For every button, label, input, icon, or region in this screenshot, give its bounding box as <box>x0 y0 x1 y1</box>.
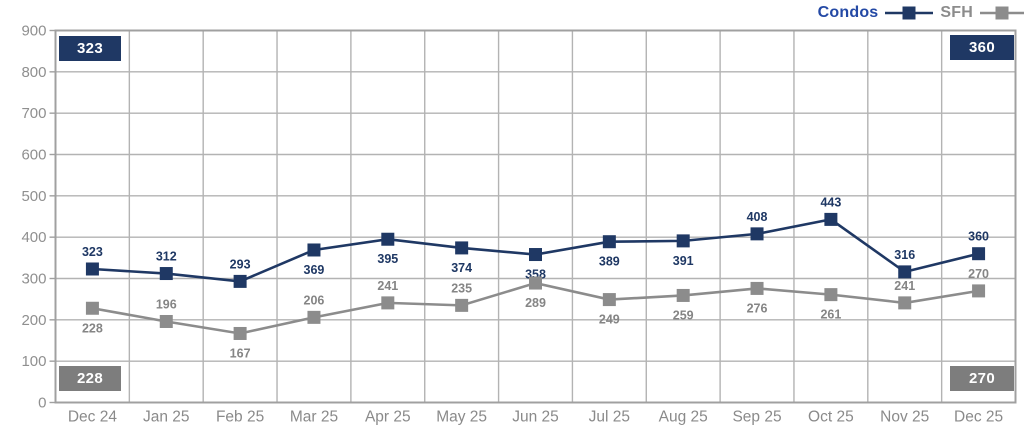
sfh-point <box>824 288 838 302</box>
condos-point <box>381 232 395 246</box>
condos-point <box>972 247 986 261</box>
y-axis-tick-label: 800 <box>21 64 46 81</box>
sfh-point <box>898 296 912 310</box>
legend-label-sfh: SFH <box>940 4 973 21</box>
condos-point <box>676 234 690 248</box>
condos-value-label: 312 <box>156 250 177 264</box>
sfh-point <box>233 326 247 340</box>
callout-top-left: 323 <box>59 36 121 61</box>
x-axis-label: Apr 25 <box>365 409 411 426</box>
x-axis-label: Mar 25 <box>290 409 338 426</box>
callout-top-right: 360 <box>950 35 1014 60</box>
sfh-value-label: 206 <box>304 293 325 307</box>
sfh-value-label: 276 <box>747 301 768 315</box>
x-axis-label: Sep 25 <box>732 409 781 426</box>
x-axis-label: Nov 25 <box>880 409 929 426</box>
x-axis-label: Dec 25 <box>954 409 1003 426</box>
y-axis-tick-label: 600 <box>21 147 46 164</box>
condos-legend-line-icon <box>885 6 934 20</box>
callout-bottom-right: 270 <box>950 366 1014 391</box>
x-axis-label: Oct 25 <box>808 409 854 426</box>
sfh-value-label: 196 <box>156 297 177 311</box>
x-axis-label: Jul 25 <box>589 409 630 426</box>
condos-point <box>529 248 542 262</box>
sfh-point <box>529 276 542 290</box>
sfh-point <box>159 314 173 328</box>
sfh-value-label: 241 <box>894 279 915 293</box>
condos-value-label: 323 <box>82 245 103 259</box>
condos-point <box>85 262 99 276</box>
y-axis-tick-label: 900 <box>21 23 46 40</box>
y-axis-tick-label: 200 <box>21 312 46 329</box>
x-axis-label: Jun 25 <box>512 409 559 426</box>
y-axis-tick-label: 500 <box>21 188 46 205</box>
condos-point <box>750 227 764 241</box>
y-axis-tick-label: 700 <box>21 105 46 122</box>
sfh-point <box>85 301 99 315</box>
sfh-value-label: 235 <box>451 281 472 295</box>
y-axis-tick-label: 300 <box>21 271 46 288</box>
sfh-value-label: 167 <box>230 346 251 360</box>
sfh-value-label: 228 <box>82 321 103 335</box>
sfh-value-label: 270 <box>968 267 989 281</box>
y-axis-tick-label: 0 <box>38 395 46 412</box>
condos-point <box>455 241 469 255</box>
plot-border <box>54 29 1017 404</box>
x-axis-label: Aug 25 <box>659 409 708 426</box>
x-axis-label: Jan 25 <box>143 409 190 426</box>
sfh-value-label: 249 <box>599 313 620 327</box>
sfh-point <box>750 281 764 295</box>
callout-bottom-left: 228 <box>59 366 121 391</box>
sfh-point <box>307 310 321 324</box>
condos-value-label: 389 <box>599 255 620 269</box>
sfh-value-label: 241 <box>377 279 398 293</box>
y-axis-tick-label: 400 <box>21 229 46 246</box>
condos-value-label: 360 <box>968 230 989 244</box>
x-axis-label: Dec 24 <box>68 409 117 426</box>
legend-label-condos: Condos <box>817 4 879 21</box>
x-axis-label: Feb 25 <box>216 409 264 426</box>
sfh-legend-line-icon <box>980 6 1024 20</box>
sfh-value-label: 289 <box>525 296 546 310</box>
condos-point <box>233 274 247 288</box>
sfh-point <box>676 288 690 302</box>
sfh-point <box>602 293 616 307</box>
sfh-point <box>381 296 395 310</box>
condos-value-label: 391 <box>673 254 694 268</box>
condos-point <box>898 265 912 279</box>
condos-point <box>159 267 173 281</box>
x-axis-label: May 25 <box>436 409 487 426</box>
condos-value-label: 395 <box>377 252 398 266</box>
sfh-value-label: 261 <box>820 308 841 322</box>
condos-value-label: 374 <box>451 261 472 275</box>
condos-point <box>307 243 321 257</box>
chart-legend: Condos SFH <box>818 2 1024 24</box>
condos-point <box>824 212 838 226</box>
condos-point <box>602 235 616 249</box>
y-axis-tick-label: 100 <box>21 353 46 370</box>
condos-value-label: 316 <box>894 248 915 262</box>
condos-value-label: 369 <box>304 263 325 277</box>
sfh-point <box>455 298 469 312</box>
sfh-point <box>972 284 986 298</box>
condos-value-label: 408 <box>747 210 768 224</box>
condos-value-label: 293 <box>230 257 251 271</box>
sfh-value-label: 259 <box>673 308 694 322</box>
condos-value-label: 443 <box>820 195 841 209</box>
